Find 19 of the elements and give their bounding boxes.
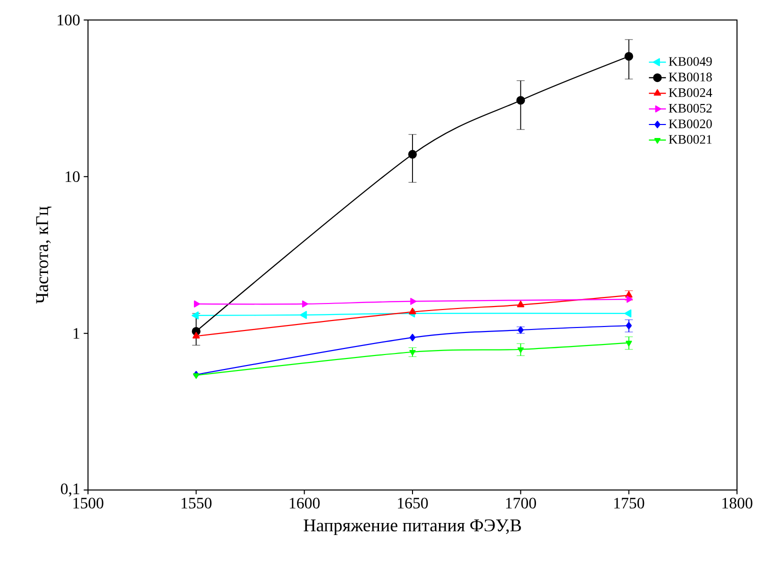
legend-label: KB0018 (668, 72, 712, 82)
x-tick-label: 1800 (722, 498, 752, 509)
x-tick-label: 1650 (398, 498, 428, 509)
x-tick-label: 1550 (182, 498, 212, 509)
legend-label: KB0052 (668, 104, 712, 113)
x-tick-label: 1500 (73, 498, 104, 509)
y-tick-label: 10 (66, 171, 80, 182)
legend-label: KB0024 (668, 88, 712, 98)
y-tick-label: 0,1 (60, 483, 80, 497)
x-tick-label: 1700 (506, 498, 536, 509)
legend-label: KB0020 (668, 119, 712, 128)
y-tick-label: 1 (74, 328, 80, 339)
x-tick-label: 1600 (290, 498, 320, 509)
x-axis-title: Напряжение питания ФЭУ,В (304, 519, 521, 536)
y-tick-label: 100 (58, 14, 80, 26)
legend-label: KB0049 (668, 57, 712, 66)
y-axis-title: Частота, кГц (36, 206, 52, 304)
legend-label: KB0021 (668, 135, 712, 144)
x-tick-label: 1750 (614, 498, 644, 509)
